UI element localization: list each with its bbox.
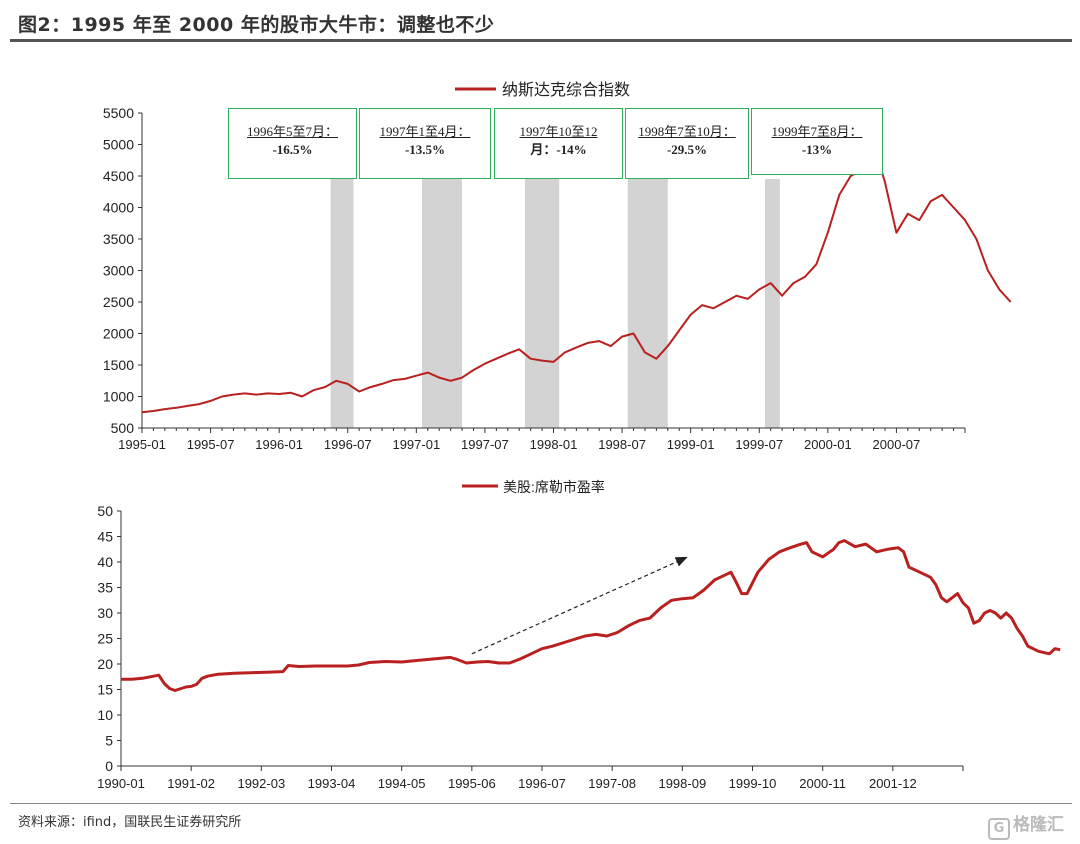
- annotation-box-4: 1998年7至10月： -29.5%: [625, 108, 749, 179]
- annotation-box-1: 1996年5至7月： -16.5%: [228, 108, 357, 179]
- trend-arrow-head: [674, 556, 688, 567]
- y-tick-label: 5: [105, 733, 113, 749]
- y-tick-label: 30: [97, 605, 113, 621]
- y-tick-label: 500: [111, 420, 135, 436]
- figure-title: 图2：1995 年至 2000 年的股市大牛市：调整也不少: [18, 14, 495, 36]
- x-tick-label: 1995-01: [118, 437, 166, 452]
- x-tick-label: 1998-09: [658, 776, 706, 791]
- y-tick-label: 3500: [103, 231, 134, 247]
- y-tick-label: 20: [97, 656, 113, 672]
- correction-band-5: [764, 179, 780, 428]
- y-tick-label: 40: [97, 554, 113, 570]
- y-tick-label: 5000: [103, 137, 134, 153]
- correction-band-1: [330, 179, 354, 428]
- title-divider: [10, 39, 1072, 42]
- x-tick-label: 1999-01: [667, 437, 715, 452]
- x-tick-label: 1994-05: [378, 776, 426, 791]
- x-tick-label: 1993-04: [308, 776, 356, 791]
- watermark: G 格隆汇: [988, 810, 1064, 840]
- x-tick-label: 2000-01: [804, 437, 852, 452]
- annotation-period: 1997年10至12: [519, 124, 598, 139]
- x-tick-label: 1999-10: [729, 776, 777, 791]
- x-tick-label: 1997-07: [461, 437, 509, 452]
- x-tick-label: 1990-01: [97, 776, 145, 791]
- x-tick-label: 1998-01: [530, 437, 578, 452]
- annotation-period: 1997年1至4月：: [379, 124, 471, 139]
- legend-label: 美股:席勒市盈率: [503, 479, 605, 495]
- annotation-drawdown: -16.5%: [272, 142, 313, 157]
- x-tick-label: 1999-07: [735, 437, 783, 452]
- cape-chart: 0 5 10 15 20 25 30 35 40 45 50 1990-01 1991-02 1992-0…: [97, 479, 1061, 791]
- cape-series-line: [121, 539, 1061, 692]
- x-tick-label: 2000-07: [873, 437, 921, 452]
- x-tick-label: 1997-01: [392, 437, 440, 452]
- x-tick-label: 1998-07: [598, 437, 646, 452]
- x-tick-label: 2000-11: [799, 776, 846, 791]
- legend-label: 纳斯达克综合指数: [502, 81, 630, 99]
- source-note: 资料来源：ifind，国联民生证券研究所: [18, 815, 242, 830]
- nasdaq-chart: 500 1000 1500 2000 2500 3000 3500 4000 4500 5000 5…: [103, 81, 1012, 452]
- watermark-text: 格隆汇: [1013, 815, 1064, 835]
- y-tick-label: 1500: [103, 357, 134, 373]
- x-tick-label: 1995-06: [448, 776, 496, 791]
- correction-band-4: [627, 179, 668, 428]
- annotation-box-3: 1997年10至12 月：-14%: [494, 108, 623, 179]
- correction-band-3: [524, 179, 560, 428]
- annotation-drawdown: -13.5%: [404, 142, 446, 157]
- y-tick-label: 25: [97, 631, 113, 647]
- annotation-period: 1996年5至7月：: [246, 124, 338, 139]
- y-tick-label: 2000: [103, 326, 134, 342]
- y-tick-label: 45: [97, 529, 113, 545]
- annotation-period: 1998年7至10月：: [638, 124, 736, 139]
- x-tick-label: 1995-07: [187, 437, 235, 452]
- nasdaq-series-line: [141, 143, 1012, 414]
- annotation-drawdown: -13%: [801, 142, 833, 157]
- y-tick-label: 15: [97, 682, 113, 698]
- y-tick-label: 4000: [103, 200, 134, 216]
- correction-band-2: [422, 179, 463, 428]
- y-tick-label: 10: [97, 707, 113, 723]
- annotation-period: 1999年7至8月：: [771, 124, 863, 139]
- annotation-drawdown: -29.5%: [666, 142, 708, 157]
- y-tick-label: 5500: [103, 105, 134, 121]
- y-tick-label: 35: [97, 580, 113, 596]
- x-tick-label: 1991-02: [167, 776, 215, 791]
- annotation-box-5: 1999年7至8月： -13%: [751, 108, 883, 175]
- x-tick-label: 1996-07: [518, 776, 566, 791]
- y-tick-label: 1000: [103, 389, 134, 405]
- y-tick-label: 4500: [103, 168, 134, 184]
- y-tick-label: 50: [97, 503, 113, 519]
- y-tick-label: 0: [105, 758, 113, 774]
- watermark-logo-icon: G: [988, 818, 1010, 840]
- y-tick-label: 3000: [103, 263, 134, 279]
- x-tick-label: 1996-07: [324, 437, 372, 452]
- x-tick-label: 1997-08: [588, 776, 636, 791]
- x-tick-label: 1996-01: [255, 437, 303, 452]
- x-tick-label: 1992-03: [237, 776, 285, 791]
- y-tick-label: 2500: [103, 294, 134, 310]
- annotation-drawdown: 月：-14%: [530, 142, 587, 157]
- footer-divider: [10, 803, 1072, 804]
- annotation-box-2: 1997年1至4月： -13.5%: [359, 108, 491, 179]
- x-tick-label: 2001-12: [869, 776, 917, 791]
- trend-arrow-line: [471, 561, 678, 655]
